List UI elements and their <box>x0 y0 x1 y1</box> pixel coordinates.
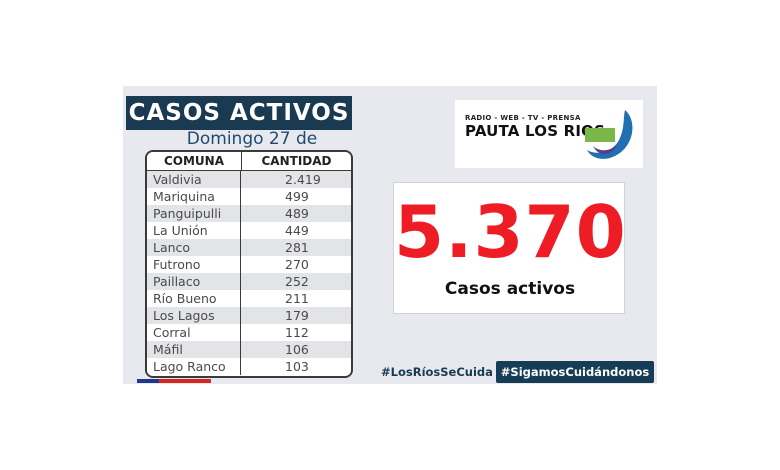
cantidad-cell: 103 <box>285 359 309 374</box>
table-row: Río Bueno 211 <box>147 290 351 307</box>
table-row: La Unión 449 <box>147 222 351 239</box>
cantidad-cell: 270 <box>285 257 309 272</box>
column-header-cantidad: CANTIDAD <box>261 154 332 168</box>
table-row: Lago Ranco 103 <box>147 358 351 375</box>
comuna-cell: Río Bueno <box>147 290 241 307</box>
cantidad-cell: 211 <box>285 291 309 306</box>
total-active-cases: 5.370 <box>394 190 627 274</box>
table-row: Corral 112 <box>147 324 351 341</box>
cantidad-cell: 252 <box>285 274 309 289</box>
table-body: Valdivia 2.419 Mariquina 499 Panguipulli 489 L… <box>147 171 351 375</box>
cantidad-cell: 489 <box>285 206 309 221</box>
cantidad-cell: 112 <box>285 325 309 340</box>
comuna-cell: La Unión <box>147 222 241 239</box>
total-cases-label: Casos activos <box>444 279 576 299</box>
table-row: Paillaco 252 <box>147 273 351 290</box>
cases-table: COMUNA CANTIDAD Valdivia 2.419 Mariquina 49… <box>145 150 353 378</box>
table-row: Máfil 106 <box>147 341 351 358</box>
hashtag-sigamos-cuidandonos: #SigamosCuidándonos <box>496 361 654 383</box>
cantidad-cell: 179 <box>285 308 309 323</box>
cantidad-cell: 449 <box>285 223 309 238</box>
cantidad-cell: 106 <box>285 342 309 357</box>
column-header-comuna: COMUNA <box>147 152 242 170</box>
comuna-cell: Lanco <box>147 239 241 256</box>
swoosh-icon <box>585 110 633 159</box>
total-cases-box: 5.370 Casos activos <box>393 182 627 314</box>
table-row: Futrono 270 <box>147 256 351 273</box>
table-row: Panguipulli 489 <box>147 205 351 222</box>
comuna-cell: Valdivia <box>147 171 241 188</box>
table-row: Valdivia 2.419 <box>147 171 351 188</box>
hashtag-los-rios-se-cuida: #LosRíosSeCuida <box>381 365 493 379</box>
comuna-cell: Lago Ranco <box>147 358 241 375</box>
comuna-cell: Corral <box>147 324 241 341</box>
comuna-cell: Mariquina <box>147 188 241 205</box>
cantidad-cell: 281 <box>285 240 309 255</box>
comuna-cell: Paillaco <box>147 273 241 290</box>
table-row: Lanco 281 <box>147 239 351 256</box>
title-banner: CASOS ACTIVOS <box>126 96 352 130</box>
logo-tagline: RADIO - WEB - TV - PRENSA <box>465 114 581 122</box>
comuna-cell: Los Lagos <box>147 307 241 324</box>
cantidad-cell: 2.419 <box>285 172 321 187</box>
accent-stripe-blue <box>137 379 159 383</box>
comuna-cell: Máfil <box>147 341 241 358</box>
accent-stripe-red <box>159 379 211 383</box>
comuna-cell: Panguipulli <box>147 205 241 222</box>
cantidad-cell: 499 <box>285 189 309 204</box>
pauta-los-rios-logo: RADIO - WEB - TV - PRENSA PAUTA LOS RIOS <box>455 100 643 168</box>
logo-name: PAUTA LOS RIOS <box>465 122 606 140</box>
comuna-cell: Futrono <box>147 256 241 273</box>
date-subtitle: Domingo 27 de Febrero <box>186 129 318 171</box>
table-row: Los Lagos 179 <box>147 307 351 324</box>
table-header: COMUNA CANTIDAD <box>147 152 351 171</box>
table-row: Mariquina 499 <box>147 188 351 205</box>
